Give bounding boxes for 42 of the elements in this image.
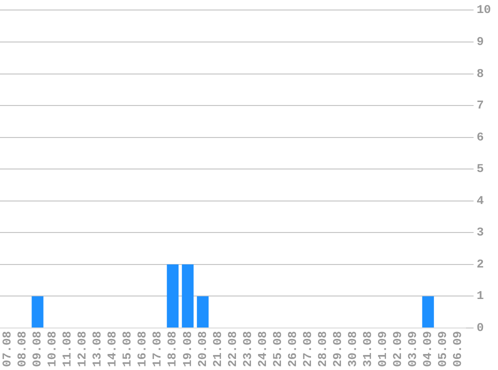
y-tick-label: 7 [476, 98, 484, 113]
x-tick-label: 17.08 [150, 330, 165, 368]
x-tick-label: 01.09 [376, 330, 390, 368]
x-tick-label: 31.08 [360, 330, 375, 368]
x-tick-label: 22.08 [226, 330, 240, 368]
y-tick-label: 8 [476, 66, 484, 81]
x-tick-label: 15.08 [120, 330, 135, 368]
x-tick-label: 03.09 [406, 330, 420, 368]
x-tick-label: 13.08 [90, 330, 105, 368]
x-tick-label: 02.09 [391, 330, 406, 368]
x-tick-label: 30.08 [346, 330, 360, 368]
y-tick-label: 3 [476, 226, 484, 240]
x-tick-label: 04.09 [421, 330, 436, 368]
x-tick-label: 27.08 [300, 330, 315, 368]
y-tick-label: 10 [476, 3, 492, 18]
x-tick-label: 20.08 [196, 330, 210, 368]
x-tick-label: 23.08 [240, 330, 255, 368]
y-tick-label: 4 [476, 194, 484, 208]
x-tick-label: 19.08 [180, 330, 195, 368]
y-tick-label: 1 [476, 289, 484, 304]
x-tick-label: 08.08 [16, 330, 30, 368]
x-tick-label: 10.08 [46, 330, 60, 368]
y-tick-label: 5 [476, 162, 484, 176]
x-tick-label: 29.08 [330, 330, 345, 368]
y-tick-label: 6 [476, 130, 484, 144]
x-tick-label: 09.08 [30, 330, 45, 368]
y-tick-label: 9 [476, 34, 484, 49]
x-tick-label: 28.08 [316, 330, 330, 368]
x-tick-label: 14.08 [106, 330, 120, 368]
x-tick-label: 24.08 [256, 330, 270, 368]
x-tick-label: 26.08 [286, 330, 300, 368]
x-tick-label: 25.08 [270, 330, 285, 368]
x-tick-label: 06.09 [451, 330, 466, 368]
x-tick-label: 11.08 [60, 330, 75, 368]
x-tick-label: 12.08 [76, 330, 90, 368]
x-tick-label: 16.08 [136, 330, 150, 368]
x-tick-label: 21.08 [210, 330, 225, 368]
x-tick-label: 05.09 [436, 330, 450, 368]
x-tick-label: 07.08 [0, 330, 15, 368]
y-tick-label: 2 [476, 257, 484, 272]
x-tick-label: 18.08 [166, 330, 180, 368]
y-tick-label: 0 [476, 321, 484, 336]
